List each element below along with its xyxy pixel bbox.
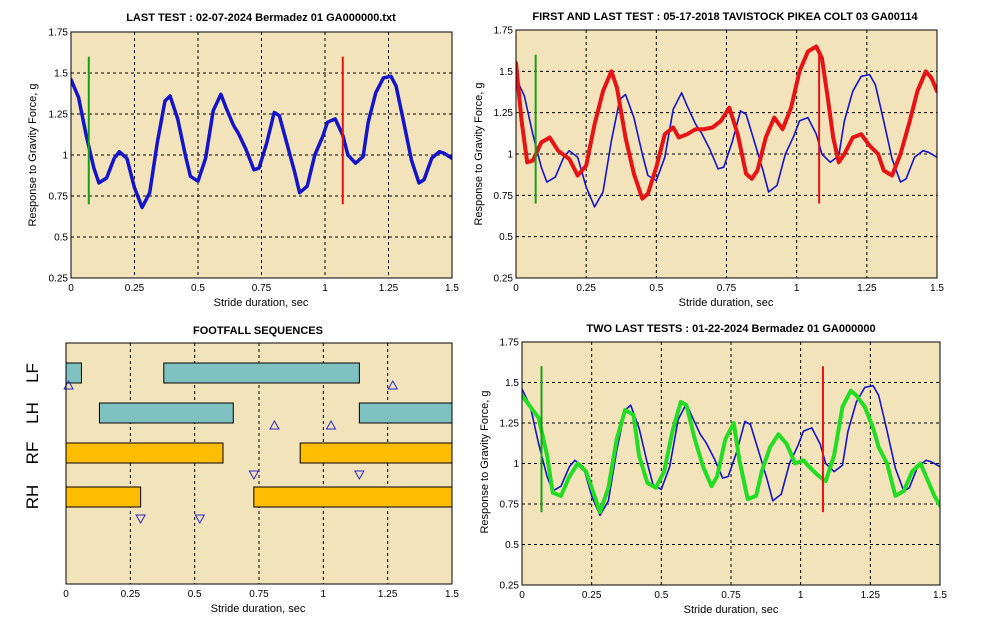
row-label-lh: LH — [23, 402, 42, 424]
chart-footfall: 0 0.25 0.5 0.75 1 1.25 1.5 LF LH RF RH — [23, 342, 459, 600]
x-tick-label: 1.5 — [445, 589, 459, 600]
y-tick-label: 1.75 — [494, 26, 514, 37]
x-tick-label: 1 — [798, 590, 804, 601]
chart-ylabel-first-last-test: Response to Gravity Force, g — [473, 82, 485, 225]
chart-title-last-test: LAST TEST : 02-07-2024 Bermadez 01 GA000… — [126, 12, 396, 24]
series-line-blue — [516, 73, 937, 208]
row-label-lf: LF — [23, 363, 42, 383]
footfall-bar-rh — [65, 486, 142, 508]
chart-title-two-last-tests: TWO LAST TESTS : 01-22-2024 Bermadez 01 … — [586, 323, 875, 335]
chart-first-last-test: 0 0.25 0.5 0.75 1 1.25 1.50.250.50.7511.251.51… — [494, 26, 945, 295]
x-tick-label: 0.25 — [125, 283, 145, 294]
plot-frame-footfall — [65, 342, 453, 585]
footfall-bar-rh — [253, 486, 453, 508]
y-tick-label: 1.5 — [54, 69, 68, 80]
footfall-bar-lf — [65, 362, 82, 384]
chart-last-test: 0 0.25 0.5 0.75 1 1.25 1.50.250.50.7511.251.51… — [49, 28, 460, 295]
event-triangle-up — [269, 419, 280, 430]
x-tick-label: 1.5 — [445, 283, 459, 294]
chart-title-footfall: FOOTFALL SEQUENCES — [193, 325, 323, 337]
x-tick-label: 0.5 — [649, 283, 663, 294]
x-tick-label: 0.75 — [721, 590, 741, 601]
x-tick-label: 0 — [63, 589, 69, 600]
event-triangle-down — [194, 514, 206, 525]
chart-two-last-tests: 0 0.25 0.5 0.75 1 1.25 1.50.250.50.7511.251.51… — [500, 338, 948, 602]
x-tick-label: 0 — [519, 590, 525, 601]
y-tick-label: 1.75 — [49, 28, 69, 39]
y-tick-label: 0.75 — [500, 500, 520, 511]
y-tick-label: 0.25 — [500, 581, 520, 592]
x-tick-label: 0.25 — [582, 590, 602, 601]
chart-ylabel-two-last-tests: Response to Gravity Force, g — [479, 390, 491, 533]
y-tick-label: 1 — [513, 459, 519, 470]
x-tick-label: 0.75 — [717, 283, 737, 294]
x-tick-label: 0.75 — [252, 283, 272, 294]
event-triangle-down — [135, 514, 146, 525]
chart-xlabel-footfall: Stride duration, sec — [211, 603, 306, 615]
plot-frame-last-test — [70, 31, 453, 279]
x-tick-label: 0.25 — [121, 589, 141, 600]
y-tick-label: 0.25 — [49, 274, 69, 285]
event-triangle-up — [387, 379, 399, 390]
y-tick-label: 1 — [507, 150, 513, 161]
x-tick-label: 0 — [68, 283, 74, 294]
row-label-rh: RH — [23, 485, 42, 510]
chart-ylabel-last-test: Response to Gravity Force, g — [27, 83, 39, 226]
footfall-bar-rf — [65, 442, 224, 464]
series-line-red — [516, 44, 937, 201]
y-tick-label: 1.5 — [505, 378, 519, 389]
footfall-bar-lf — [163, 362, 360, 384]
x-tick-label: 0.5 — [654, 590, 668, 601]
chart-title-first-last-test: FIRST AND LAST TEST : 05-17-2018 TAVISTO… — [532, 11, 918, 23]
y-tick-label: 0.5 — [499, 232, 513, 243]
plot-layer: 0 0.25 0.5 0.75 1 1.25 1.50.250.50.7511.251.51… — [23, 26, 947, 602]
plot-frame-first-last-test — [515, 29, 938, 279]
footfall-bar-rf — [299, 442, 453, 464]
plot-frame-two-last-tests — [521, 341, 941, 586]
x-tick-label: 0 — [513, 283, 519, 294]
series-line-blue — [71, 74, 452, 210]
x-tick-label: 0.75 — [249, 589, 269, 600]
y-tick-label: 0.5 — [54, 233, 68, 244]
footfall-bar-lh — [98, 402, 234, 424]
x-tick-label: 0.25 — [576, 283, 596, 294]
x-tick-label: 1.25 — [378, 589, 398, 600]
x-tick-label: 1 — [322, 283, 328, 294]
series-line-blue — [522, 384, 940, 517]
y-tick-label: 0.75 — [494, 191, 514, 202]
y-tick-label: 1.25 — [494, 108, 514, 119]
x-tick-label: 1 — [321, 589, 327, 600]
x-tick-label: 1.25 — [379, 283, 399, 294]
chart-xlabel-last-test: Stride duration, sec — [214, 297, 309, 309]
y-tick-label: 0.75 — [49, 192, 69, 203]
x-tick-label: 0.5 — [188, 589, 202, 600]
y-tick-label: 0.25 — [494, 274, 514, 285]
x-tick-label: 0.5 — [191, 283, 205, 294]
x-tick-label: 1 — [794, 283, 800, 294]
x-tick-label: 1.5 — [930, 283, 944, 294]
y-tick-label: 1 — [62, 151, 68, 162]
y-tick-label: 1.25 — [500, 419, 520, 430]
y-tick-label: 1.5 — [499, 67, 513, 78]
series-line-lime — [522, 388, 940, 515]
footfall-bar-lh — [358, 402, 453, 424]
row-label-rf: RF — [23, 442, 42, 465]
chart-xlabel-two-last-tests: Stride duration, sec — [684, 604, 779, 616]
y-tick-label: 1.25 — [49, 110, 69, 121]
event-triangle-down — [354, 470, 365, 481]
event-triangle-down — [248, 470, 260, 481]
x-tick-label: 1.5 — [933, 590, 947, 601]
y-tick-label: 1.75 — [500, 338, 520, 349]
x-tick-label: 1.25 — [861, 590, 881, 601]
x-tick-label: 1.25 — [857, 283, 877, 294]
y-tick-label: 0.5 — [505, 540, 519, 551]
chart-xlabel-first-last-test: Stride duration, sec — [679, 297, 774, 309]
event-triangle-up — [325, 419, 337, 430]
